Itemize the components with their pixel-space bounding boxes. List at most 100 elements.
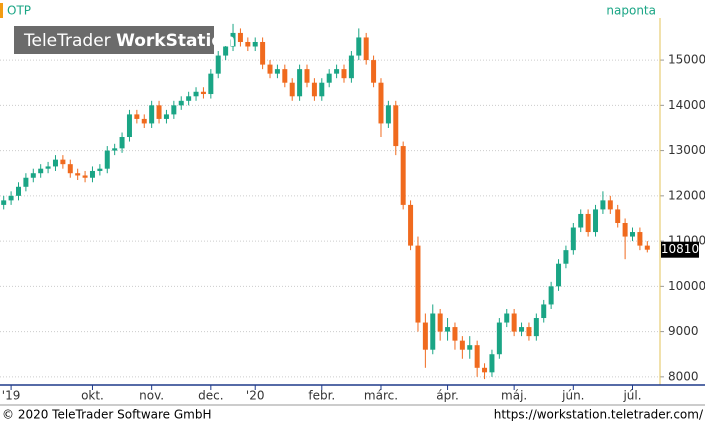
candle-body	[452, 327, 458, 341]
candle-body	[593, 209, 599, 233]
candle-body	[326, 73, 332, 83]
candle-body	[445, 327, 451, 332]
candle-body	[482, 367, 488, 373]
candle-body	[260, 41, 266, 65]
y-tick-label: 13000	[668, 143, 705, 157]
candle-body	[200, 91, 206, 95]
candle-body	[415, 245, 421, 323]
y-tick-label: 9000	[668, 324, 699, 338]
candle-body	[208, 73, 214, 95]
plot-area: 80009000100001100012000130001400015000'1…	[0, 23, 705, 403]
candle-body	[274, 69, 280, 74]
y-tick-label: 12000	[668, 188, 705, 202]
candle-body	[533, 318, 539, 337]
candle-body	[459, 340, 465, 350]
candle-body	[600, 200, 606, 210]
candle-body	[578, 213, 584, 228]
x-tick-label: márc.	[364, 389, 398, 403]
candle-body	[363, 37, 369, 61]
candle-body	[511, 313, 517, 332]
candle-body	[230, 32, 236, 47]
candle-body	[585, 213, 591, 233]
candle-body	[385, 105, 391, 124]
candle-body	[356, 37, 362, 56]
y-tick-label: 10000	[668, 279, 705, 293]
candle-body	[82, 175, 88, 178]
candle-body	[171, 105, 177, 115]
candle-body	[311, 82, 317, 97]
x-tick-label: júl.	[622, 389, 641, 403]
y-tick-label: 14000	[668, 98, 705, 112]
candle-body	[97, 168, 103, 171]
watermark-box	[14, 26, 214, 54]
x-tick-label: dec.	[198, 389, 223, 403]
candle-body	[134, 114, 140, 119]
candle-body	[437, 313, 443, 332]
candle-body	[223, 46, 229, 56]
series-marker	[0, 3, 3, 18]
candle-body	[156, 105, 162, 119]
copyright: © 2020 TeleTrader Software GmbH	[2, 408, 212, 422]
candle-body	[408, 204, 414, 246]
watermark: TeleTrader WorkStation	[23, 31, 235, 51]
candle-body	[304, 69, 310, 83]
candle-body	[630, 232, 636, 237]
candle-body	[474, 345, 480, 368]
candle-body	[186, 96, 192, 101]
y-tick-label: 15000	[668, 53, 705, 67]
candle-body	[67, 164, 73, 174]
x-tick-label: febr.	[308, 389, 335, 403]
candle-body	[30, 173, 36, 178]
candle-body	[60, 159, 66, 165]
candle-body	[215, 55, 221, 74]
candle-body	[563, 250, 569, 264]
candle-body	[319, 82, 325, 97]
x-tick-label: okt.	[81, 389, 104, 403]
candle-body	[119, 137, 125, 149]
candle-body	[252, 41, 258, 47]
x-tick-label: ápr.	[436, 389, 459, 403]
candle-body	[75, 173, 81, 176]
candle-body	[112, 148, 118, 151]
x-tick-label: máj.	[501, 389, 527, 403]
candle-body	[378, 82, 384, 124]
candle-body	[193, 91, 199, 97]
candle-body	[8, 195, 14, 201]
candle-body	[38, 168, 44, 174]
candle-body	[245, 41, 251, 47]
candle-body	[334, 69, 340, 74]
y-tick-label: 8000	[668, 369, 699, 383]
watermark-bold: WorkStation	[116, 31, 235, 51]
candle-body	[289, 82, 295, 97]
candle-body	[15, 186, 21, 196]
candle-body	[400, 146, 406, 205]
candle-body	[519, 327, 525, 332]
candle-body	[637, 232, 643, 246]
footer-url: https://workstation.teletrader.com/	[494, 408, 704, 422]
candle-body	[237, 32, 243, 42]
candle-body	[615, 209, 621, 223]
candle-body	[622, 222, 628, 237]
candle-body	[489, 354, 495, 373]
x-tick-label: '20	[246, 389, 265, 403]
candle-body	[89, 170, 95, 178]
candle-body	[141, 118, 147, 124]
candle-body	[393, 105, 399, 147]
candle-body	[45, 166, 51, 169]
candle-body	[570, 227, 576, 251]
candle-body	[267, 64, 273, 74]
x-tick-label: '19	[2, 389, 21, 403]
candle-body	[52, 159, 58, 167]
x-tick-label: nov.	[139, 389, 164, 403]
x-tick-label: jún.	[561, 389, 584, 403]
candle-body	[541, 304, 547, 319]
candle-body	[371, 60, 377, 83]
candle-body	[430, 313, 436, 350]
candle-body	[163, 114, 169, 119]
last-value: 10810	[661, 242, 699, 256]
candle-body	[496, 322, 502, 355]
candle-body	[341, 69, 347, 79]
candle-body	[297, 69, 303, 97]
